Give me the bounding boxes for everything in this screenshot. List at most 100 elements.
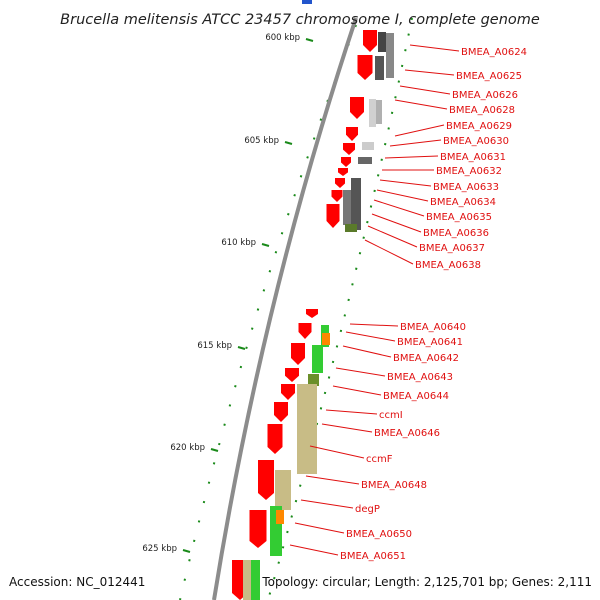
accession-label: Accession: NC_012441	[9, 575, 145, 589]
gene-label: ccmI	[379, 410, 403, 421]
cds-arrow	[338, 168, 348, 176]
feature-block	[362, 142, 374, 150]
gene-leader-line	[384, 155, 439, 159]
gene-label: BMEA_A0624	[461, 47, 527, 58]
gene-leader-line	[373, 199, 425, 217]
cds-arrow	[357, 55, 373, 80]
gene-leader-line	[394, 124, 445, 137]
gene-leader-line	[309, 445, 365, 459]
scale-tick-4	[210, 448, 219, 452]
feature-block	[297, 384, 317, 474]
gene-label: BMEA_A0637	[419, 243, 485, 254]
gene-label: degP	[355, 504, 380, 515]
gene-leader-line	[342, 345, 392, 358]
gene-leader-line	[300, 499, 354, 509]
gene-leader-line	[379, 179, 432, 187]
feature-block	[343, 190, 351, 225]
feature-block	[243, 560, 251, 600]
cds-arrow	[298, 323, 312, 339]
cds-arrow	[350, 97, 364, 119]
gene-leader-line	[394, 99, 448, 110]
gene-label: BMEA_A0644	[383, 391, 449, 402]
scale-tick-3	[237, 346, 246, 350]
top-marker	[302, 0, 312, 4]
gene-leader-line	[404, 69, 455, 76]
feature-block	[378, 32, 386, 52]
genome-backbone	[212, 17, 358, 600]
cds-arrow	[291, 343, 305, 365]
feature-block	[351, 178, 361, 230]
scale-tick-2	[261, 243, 270, 247]
gene-label: BMEA_A0646	[374, 428, 440, 439]
cds-arrow	[281, 384, 295, 400]
gene-leader-line	[376, 189, 429, 202]
gene-label: BMEA_A0630	[443, 136, 509, 147]
gene-leader-line	[289, 544, 339, 556]
cds-arrow	[326, 204, 340, 228]
feature-block	[358, 157, 372, 164]
gene-label: BMEA_A0642	[393, 353, 459, 364]
gene-leader-line	[367, 225, 418, 248]
feature-block	[386, 33, 394, 78]
feature-block	[276, 510, 284, 524]
gene-leader-line	[321, 423, 373, 433]
feature-block	[308, 374, 319, 386]
cds-arrow	[363, 30, 377, 52]
scale-label-3: 615 kbp	[197, 341, 232, 351]
scale-tick-1	[284, 141, 293, 145]
cds-arrow	[331, 190, 343, 202]
gene-label: BMEA_A0625	[456, 71, 522, 82]
label-leaders	[289, 44, 460, 556]
gene-leader-line	[294, 522, 345, 534]
gene-leader-line	[389, 139, 442, 147]
cds-arrow	[341, 157, 351, 167]
gene-label: BMEA_A0631	[440, 152, 506, 163]
feature-block	[369, 99, 376, 127]
gene-leader-line	[409, 44, 460, 52]
gene-label: BMEA_A0634	[430, 197, 496, 208]
gene-label: BMEA_A0632	[436, 166, 502, 177]
gene-leader-line	[332, 385, 382, 396]
gene-label: BMEA_A0641	[397, 337, 463, 348]
scale-tick-5	[182, 549, 191, 553]
inner-guide-arc	[267, 17, 413, 600]
scale-label-4: 620 kbp	[170, 443, 205, 453]
gene-label: BMEA_A0635	[426, 212, 492, 223]
cds-arrow	[249, 510, 267, 548]
gene-label: BMEA_A0636	[423, 228, 489, 239]
gene-leader-line	[349, 323, 399, 327]
outer-guide-arc	[179, 24, 357, 600]
gene-leader-line	[335, 367, 386, 377]
scale-layer: 600 kbp 605 kbp 610 kbp 615 kbp 620 kbp 625 k…	[142, 33, 314, 554]
gene-leader-line	[345, 331, 396, 342]
map-base	[179, 0, 413, 600]
feature-block	[322, 333, 330, 345]
summary-label: Topology: circular; Length: 2,125,701 bp…	[261, 575, 592, 589]
scale-tick-0	[305, 38, 314, 42]
feature-block	[275, 470, 291, 510]
feature-block	[345, 224, 357, 232]
gene-label: BMEA_A0638	[415, 260, 481, 271]
map-title: Brucella melitensis ATCC 23457 chromosom…	[60, 12, 540, 28]
gene-leader-line	[399, 85, 451, 95]
cds-arrow	[335, 178, 345, 188]
feature-block	[375, 56, 384, 80]
scale-label-0: 600 kbp	[265, 33, 300, 43]
cds-arrow	[306, 309, 318, 318]
gene-label: BMEA_A0633	[433, 182, 499, 193]
cds-arrow	[346, 127, 358, 141]
cds-arrow	[258, 460, 274, 500]
cds-arrow	[285, 368, 299, 382]
scale-label-5: 625 kbp	[142, 544, 177, 554]
gene-label: BMEA_A0629	[446, 121, 512, 132]
cds-arrow	[267, 424, 283, 454]
scale-label-1: 605 kbp	[244, 136, 279, 146]
gene-label: ccmF	[366, 454, 393, 465]
gene-label: BMEA_A0643	[387, 372, 453, 383]
feature-tracks	[232, 30, 394, 600]
gene-label: BMEA_A0650	[346, 529, 412, 540]
gene-label: BMEA_A0648	[361, 480, 427, 491]
gene-label: BMEA_A0651	[340, 551, 406, 562]
gene-leader-line	[364, 239, 414, 265]
